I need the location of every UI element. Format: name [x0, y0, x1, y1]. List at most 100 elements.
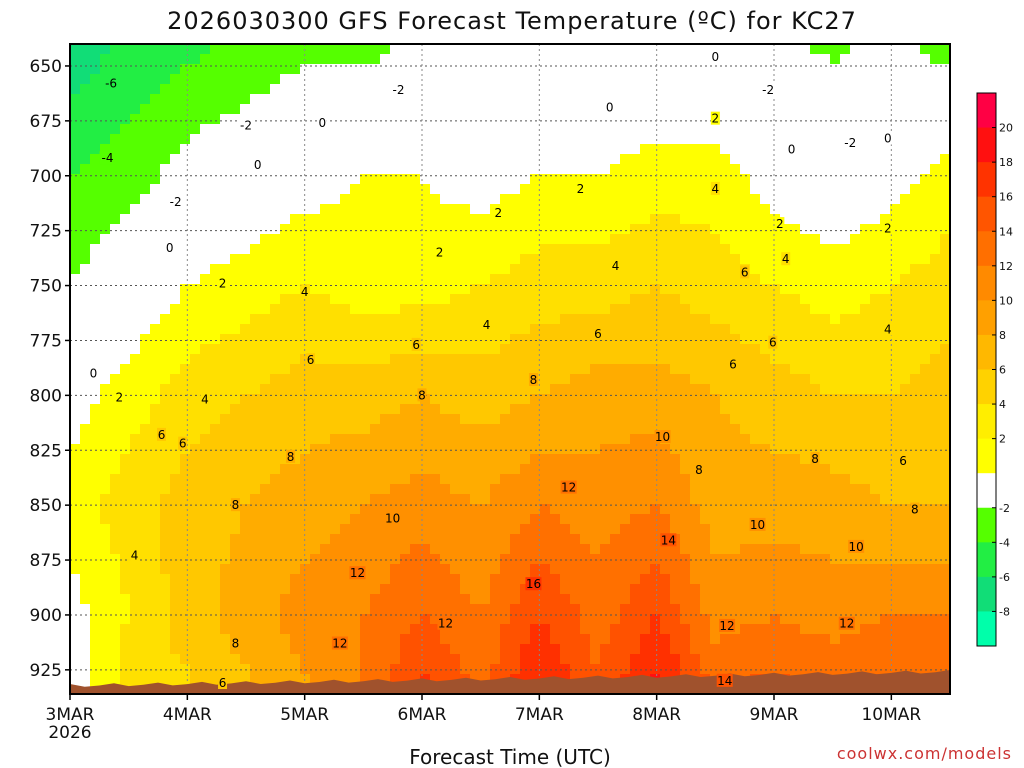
temperature-cell [480, 454, 491, 465]
temperature-cell [440, 384, 451, 395]
temperature-cell [310, 434, 321, 445]
temperature-cell [500, 534, 511, 545]
temperature-cell [810, 484, 821, 495]
temperature-cell [440, 144, 451, 155]
temperature-cell [160, 164, 171, 175]
temperature-cell [750, 434, 761, 445]
temperature-cell [380, 464, 391, 475]
temperature-cell [640, 254, 651, 265]
temperature-cell [530, 144, 541, 155]
temperature-cell [120, 174, 131, 185]
temperature-cell [330, 604, 341, 615]
temperature-cell [710, 64, 721, 75]
temperature-cell [330, 414, 341, 425]
temperature-cell [740, 294, 751, 305]
temperature-cell [560, 534, 571, 545]
temperature-cell [650, 324, 661, 335]
temperature-cell [440, 564, 451, 575]
temperature-cell [80, 234, 91, 245]
temperature-cell [850, 234, 861, 245]
temperature-cell [790, 244, 801, 255]
temperature-cell [480, 394, 491, 405]
temperature-cell [520, 224, 531, 235]
temperature-cell [140, 604, 151, 615]
temperature-cell [330, 74, 341, 85]
temperature-cell [500, 244, 511, 255]
temperature-cell [370, 204, 381, 215]
temperature-cell [320, 164, 331, 175]
temperature-cell [300, 414, 311, 425]
temperature-cell [810, 334, 821, 345]
temperature-cell [650, 64, 661, 75]
temperature-cell [240, 94, 251, 105]
temperature-cell [850, 524, 861, 535]
temperature-cell [380, 54, 391, 65]
temperature-cell [540, 314, 551, 325]
temperature-cell [460, 224, 471, 235]
temperature-cell [220, 214, 231, 225]
temperature-cell [470, 124, 481, 135]
temperature-cell [340, 314, 351, 325]
temperature-cell [370, 394, 381, 405]
temperature-cell [800, 114, 811, 125]
temperature-cell [570, 464, 581, 475]
temperature-cell [750, 164, 761, 175]
temperature-cell [860, 44, 871, 55]
temperature-cell [280, 214, 291, 225]
temperature-cell [920, 154, 931, 165]
temperature-cell [930, 74, 941, 85]
temperature-cell [280, 74, 291, 85]
temperature-cell [810, 74, 821, 85]
temperature-cell [900, 244, 911, 255]
temperature-cell [860, 244, 871, 255]
temperature-cell [480, 604, 491, 615]
temperature-cell [470, 364, 481, 375]
temperature-cell [150, 264, 161, 275]
temperature-cell [820, 514, 831, 525]
temperature-cell [190, 604, 201, 615]
temperature-cell [780, 524, 791, 535]
temperature-cell [640, 274, 651, 285]
temperature-cell [760, 394, 771, 405]
temperature-cell [920, 364, 931, 375]
temperature-cell [920, 594, 931, 605]
temperature-cell [600, 264, 611, 275]
temperature-cell [290, 64, 301, 75]
temperature-cell [560, 344, 571, 355]
temperature-cell [290, 94, 301, 105]
temperature-cell [810, 374, 821, 385]
temperature-cell [470, 204, 481, 215]
temperature-cell [330, 484, 341, 495]
temperature-cell [820, 114, 831, 125]
temperature-cell [550, 554, 561, 565]
temperature-cell [500, 544, 511, 555]
temperature-cell [560, 204, 571, 215]
temperature-cell [490, 354, 501, 365]
temperature-cell [560, 394, 571, 405]
temperature-cell [410, 454, 421, 465]
temperature-cell [360, 344, 371, 355]
temperature-cell [360, 254, 371, 265]
temperature-cell [290, 164, 301, 175]
temperature-cell [770, 234, 781, 245]
temperature-cell [190, 504, 201, 515]
temperature-cell [590, 74, 601, 85]
temperature-cell [590, 384, 601, 395]
temperature-cell [250, 424, 261, 435]
temperature-cell [690, 214, 701, 225]
temperature-cell [890, 544, 901, 555]
temperature-cell [580, 594, 591, 605]
temperature-cell [150, 384, 161, 395]
temperature-cell [100, 54, 111, 65]
temperature-cell [700, 504, 711, 515]
temperature-cell [400, 534, 411, 545]
temperature-cell [820, 414, 831, 425]
temperature-cell [640, 64, 651, 75]
temperature-cell [270, 114, 281, 125]
temperature-cell [930, 114, 941, 125]
temperature-cell [200, 324, 211, 335]
temperature-cell [450, 304, 461, 315]
temperature-cell [250, 144, 261, 155]
temperature-cell [620, 454, 631, 465]
temperature-cell [260, 294, 271, 305]
